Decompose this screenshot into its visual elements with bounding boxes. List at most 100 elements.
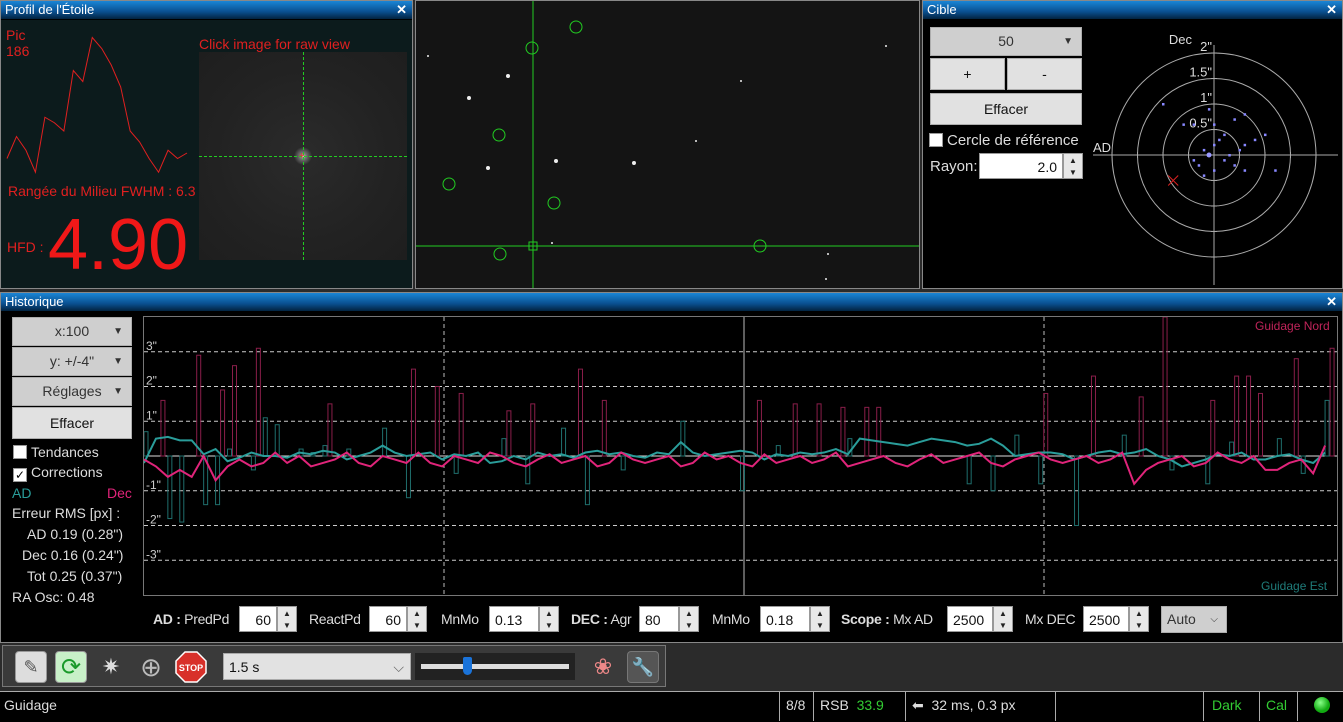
star [551,242,553,244]
ra-minmove-input[interactable]: 0.13 [489,606,539,632]
dec-correction-bar [1246,375,1252,457]
dec-correction-bar [1138,396,1144,457]
advanced-settings-button[interactable]: ❀ [587,651,619,683]
reference-circle-checkbox[interactable]: Cercle de référence [929,132,1079,149]
ra-correction-bar [274,424,280,457]
rms-title: Erreur RMS [px] : [12,505,121,521]
dec-correction-bar [1293,358,1299,457]
ra-correction-bar [847,438,853,457]
ra-correction-bar [1074,455,1080,526]
star-thumbnail[interactable]: + [199,52,407,260]
star [467,96,471,100]
guide-point [1243,169,1247,172]
camera-wrench-icon: 🔧 [631,656,655,677]
ra-correction-bar [1038,455,1044,485]
aggression-input[interactable]: 80 [639,606,679,632]
spin-arrows-icon[interactable]: ▲ ▼ [679,606,699,632]
dropdown-arrow-icon: ▼ [1063,36,1073,47]
loop-button[interactable]: ⟳ [55,651,87,683]
guide-point [1264,133,1267,137]
history-graph[interactable]: 3" 2" 1" -1" -2" -3" [143,316,1338,596]
guide-point [1197,164,1201,167]
spin-arrows-icon[interactable]: ▲ ▼ [539,606,559,632]
corrections-checkbox[interactable]: ✓ Corrections [13,464,103,482]
max-dec-input[interactable]: 2500 [1083,606,1129,632]
spin-arrows-icon[interactable]: ▲ ▼ [407,606,427,632]
checkbox-icon [13,445,27,459]
ra-minmove-spinner[interactable]: 0.13 ▲ ▼ [489,606,559,632]
checkbox-icon [929,133,943,147]
dec-correction-bar [601,399,607,457]
reactpd-spinner[interactable]: 60 ▲ ▼ [369,606,427,632]
star-candidate-circle [547,196,561,210]
star-profile-title: Profil de l'Étoile [5,2,95,17]
camera-view[interactable] [415,0,920,289]
aggression-spinner[interactable]: 80 ▲ ▼ [639,606,699,632]
length-dropdown[interactable]: 50 ▼ [930,27,1082,56]
predpd-input[interactable]: 60 [239,606,277,632]
dec-minmove-spinner[interactable]: 0.18 ▲ ▼ [760,606,830,632]
spin-arrows-icon[interactable]: ▲ ▼ [810,606,830,632]
zoom-out-button[interactable]: - [1007,58,1082,90]
guide-point [1218,138,1221,142]
ra-correction-bar [525,455,531,485]
close-icon[interactable]: ✕ [1326,294,1337,309]
dec-minmove-input[interactable]: 0.18 [760,606,810,632]
legend-ra: AD [12,485,32,501]
settings-dropdown[interactable]: Réglages ▼ [12,377,132,406]
close-icon[interactable]: ✕ [396,2,407,17]
max-ra-input[interactable]: 2500 [947,606,993,632]
ra-correction-bar [453,455,459,474]
gamma-slider[interactable] [415,653,575,680]
ra-correction-bar [966,455,972,485]
star [427,55,429,57]
dec-correction-bar [876,406,882,457]
ring-label: 2" [1200,39,1212,54]
spin-arrows-icon[interactable]: ▲ ▼ [277,606,297,632]
guide-image[interactable] [416,1,919,288]
history-clear-button[interactable]: Effacer [12,407,132,439]
stop-button[interactable]: STOP [175,651,207,683]
auto-select-star-button[interactable]: ✷ [95,651,127,683]
chevron-down-icon: ⌵ [393,659,404,675]
trends-checkbox[interactable]: Tendances [13,444,99,460]
spin-arrows-icon[interactable]: ▲ ▼ [1129,606,1149,632]
target-clear-button[interactable]: Effacer [930,93,1082,125]
camera-settings-button[interactable]: 🔧 [627,651,659,683]
guide-point [1223,133,1226,137]
max-ra-spinner[interactable]: 2500 ▲ ▼ [947,606,1013,632]
target-title: Cible [927,2,957,17]
lock-position-box [528,241,538,251]
x-scale-dropdown[interactable]: x:100 ▼ [12,317,132,346]
predpd-spinner[interactable]: 60 ▲ ▼ [239,606,297,632]
dec-correction-bar [220,389,226,457]
dec-correction-bar [1090,375,1096,457]
usb-plug-icon: ✎ [23,656,39,677]
dec-mode-dropdown[interactable]: Auto ⌵ [1161,606,1227,633]
radius-spinner[interactable]: 2.0 ▲ ▼ [979,153,1083,179]
y-scale-dropdown[interactable]: y: +/-4" ▼ [12,347,132,376]
radius-input[interactable]: 2.0 [979,153,1063,179]
reactpd-input[interactable]: 60 [369,606,407,632]
raw-view-hint[interactable]: Click image for raw view [199,36,350,52]
zoom-in-button[interactable]: + [930,58,1005,90]
history-panel: Historique ✕ x:100 ▼ y: +/-4" ▼ Réglages ▼ E… [0,292,1343,643]
spin-arrows-icon[interactable]: ▲ ▼ [993,606,1013,632]
spin-arrows-icon[interactable]: ▲ ▼ [1063,153,1083,179]
profile-line [6,36,188,174]
max-dec-spinner[interactable]: 2500 ▲ ▼ [1083,606,1149,632]
exposure-dropdown[interactable]: 1.5 s ⌵ [223,653,411,680]
guide-button[interactable]: ⊕ [135,651,167,683]
ra-algo-label: AD : PredPd [153,611,230,627]
ra-correction-bar [1014,434,1020,457]
ring-label: 0.5" [1189,116,1212,131]
guide-point [1207,108,1211,111]
close-icon[interactable]: ✕ [1326,2,1337,17]
latest-point [1206,152,1212,158]
connect-equipment-button[interactable]: ✎ [15,651,47,683]
ra-axis-label: AD [1093,140,1111,155]
gamma-slider-thumb[interactable] [463,657,472,675]
star-profile-panel: Profil de l'Étoile ✕ Pic 186 Click image … [0,0,413,289]
star-candidate-circle [569,20,583,34]
loop-arrows-icon: ⟳ [60,653,82,681]
